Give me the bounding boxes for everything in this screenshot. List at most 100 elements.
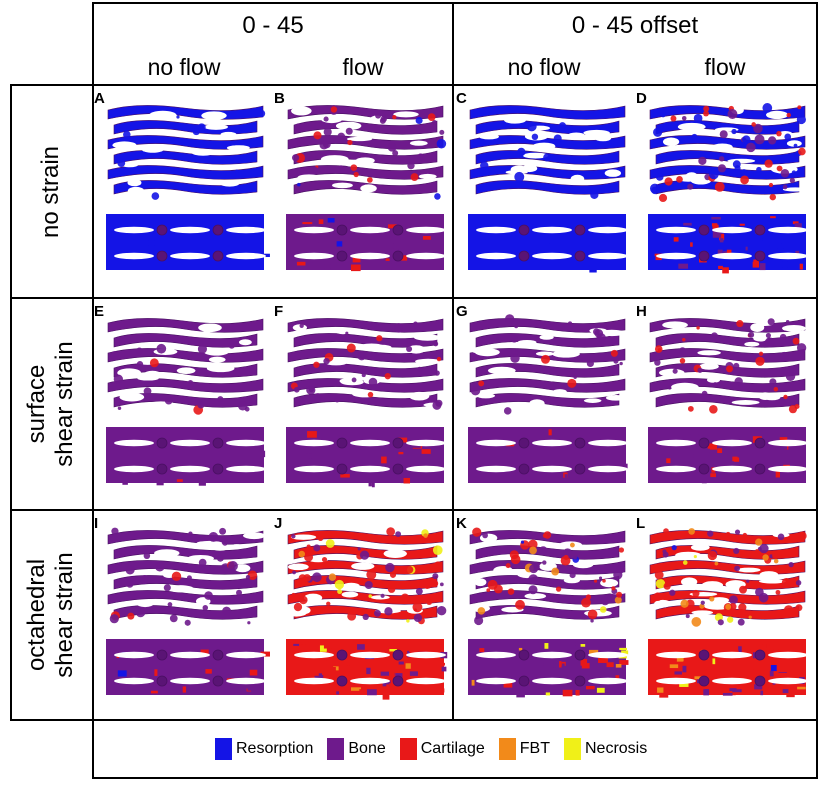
tissue-patch xyxy=(590,190,599,199)
tissue-patch xyxy=(797,531,807,541)
tissue-patch xyxy=(762,554,769,561)
tissue-patch xyxy=(733,362,740,369)
tissue-patch xyxy=(773,645,779,650)
cross-section-pore xyxy=(768,252,808,260)
cross-section-pore xyxy=(768,677,808,685)
tissue-patch xyxy=(311,672,319,676)
tissue-patch xyxy=(328,573,337,581)
cross-section-fiber xyxy=(698,649,710,661)
scaffold-pore xyxy=(753,335,768,342)
tissue-patch xyxy=(793,143,798,148)
scaffold-pore xyxy=(604,169,622,177)
tissue-patch xyxy=(791,170,797,175)
tissue-patch xyxy=(687,183,694,190)
scaffold-pore xyxy=(286,609,307,617)
panel-h: H xyxy=(636,303,812,508)
tissue-patch xyxy=(398,661,404,665)
cross-section-fiber xyxy=(574,224,586,236)
tissue-patch xyxy=(573,375,577,379)
scaffold-pore xyxy=(736,567,761,573)
tissue-patch xyxy=(338,165,344,171)
scaffold-strut xyxy=(113,150,258,165)
tissue-patch xyxy=(319,656,327,661)
tissue-patch xyxy=(602,579,606,583)
tissue-patch xyxy=(656,650,661,656)
tissue-patch xyxy=(757,546,762,551)
tissue-patch xyxy=(567,321,573,326)
panel-letter: F xyxy=(274,303,284,320)
tissue-patch xyxy=(398,668,405,672)
tissue-patch xyxy=(298,550,306,558)
tissue-patch xyxy=(313,544,321,552)
tissue-patch xyxy=(503,681,513,688)
tissue-patch xyxy=(440,662,445,666)
tissue-patch xyxy=(729,688,737,692)
tissue-patch xyxy=(247,673,252,678)
tissue-patch xyxy=(690,242,693,247)
tissue-patch xyxy=(660,186,665,191)
scaffold-strut xyxy=(293,120,438,135)
cross-section-pore xyxy=(656,677,696,685)
tissue-patch xyxy=(742,442,751,449)
tissue-patch xyxy=(764,159,773,168)
scaffold-pore xyxy=(782,324,806,332)
tissue-patch xyxy=(133,683,137,690)
col-subtitle-flow-1: flow xyxy=(342,54,384,80)
tissue-patch xyxy=(732,689,742,693)
tissue-patch xyxy=(780,169,790,178)
tissue-patch xyxy=(347,611,357,621)
cross-section-fiber xyxy=(392,250,404,262)
tissue-patch xyxy=(437,245,441,250)
tissue-patch xyxy=(519,687,524,695)
tissue-patch xyxy=(400,223,404,229)
tissue-patch xyxy=(796,114,806,125)
tissue-patch xyxy=(358,665,361,672)
tissue-patch xyxy=(154,561,165,572)
scaffold-pore xyxy=(765,110,789,120)
tissue-patch xyxy=(692,589,700,597)
tissue-patch xyxy=(421,449,431,454)
cross-section-pore xyxy=(406,252,446,260)
tissue-patch xyxy=(392,248,399,253)
cross-section-pore xyxy=(114,439,154,447)
cross-section-pore xyxy=(170,651,210,659)
tissue-patch xyxy=(765,675,769,680)
cross-section-pore xyxy=(532,226,572,234)
tissue-patch xyxy=(405,663,411,669)
scaffold-pore xyxy=(539,334,554,340)
cross-section-pore xyxy=(294,677,334,685)
tissue-patch xyxy=(549,243,554,247)
tissue-patch xyxy=(321,641,327,645)
tissue-patch xyxy=(311,166,319,174)
tissue-patch xyxy=(357,547,361,551)
tissue-patch xyxy=(589,649,599,655)
tissue-patch xyxy=(541,354,551,364)
tissue-patch xyxy=(408,648,416,652)
cross-section-pore xyxy=(170,465,210,473)
tissue-patch xyxy=(237,400,248,411)
scaffold-render xyxy=(106,318,266,486)
scaffold-pore xyxy=(243,532,266,540)
tissue-patch xyxy=(740,175,749,185)
tissue-patch xyxy=(292,570,296,575)
cross-section-fiber xyxy=(754,250,766,262)
tissue-patch xyxy=(479,648,485,653)
tissue-patch xyxy=(788,561,794,568)
cross-section-pore xyxy=(712,252,752,260)
tissue-patch xyxy=(525,468,535,472)
scaffold-cross-section xyxy=(648,427,808,484)
scaffold-pore xyxy=(393,111,419,118)
scaffold-strut xyxy=(655,333,800,348)
tissue-patch xyxy=(362,613,369,621)
tissue-patch xyxy=(304,552,314,562)
scaffold-strut xyxy=(113,180,258,195)
tissue-patch xyxy=(561,663,565,668)
tissue-patch xyxy=(696,326,700,330)
tissue-patch xyxy=(498,666,507,674)
panel-letter: L xyxy=(636,515,646,532)
tissue-patch xyxy=(590,619,594,623)
tissue-patch xyxy=(111,527,119,535)
col-subtitle-flow-2: flow xyxy=(704,54,746,80)
scaffold-pore xyxy=(325,361,347,366)
scaffold-cross-section xyxy=(286,427,446,488)
